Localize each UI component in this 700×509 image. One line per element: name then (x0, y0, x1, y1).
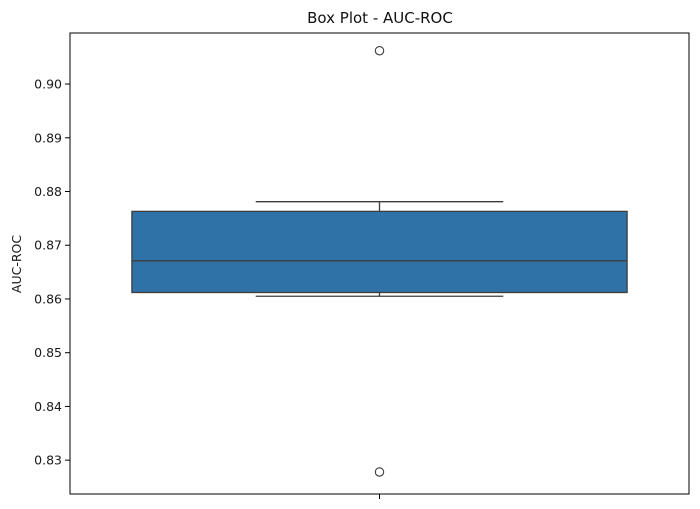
y-tick-label: 0.88 (34, 184, 62, 199)
y-tick-label: 0.90 (34, 77, 62, 92)
box-plot (131, 45, 628, 477)
outlier-point (374, 467, 385, 477)
y-tick-label: 0.87 (34, 238, 62, 253)
y-tick-label: 0.86 (34, 291, 62, 306)
plot-frame (69, 32, 690, 495)
y-tick-label: 0.89 (34, 130, 62, 145)
y-axis-label: AUC-ROC (9, 235, 24, 293)
y-tick-label: 0.84 (34, 399, 62, 414)
chart-title: Box Plot - AUC-ROC (307, 9, 453, 27)
iqr-box (131, 210, 628, 294)
outlier-point (374, 45, 385, 56)
y-tick-label: 0.83 (34, 453, 62, 468)
y-tick-label: 0.85 (34, 345, 62, 360)
y-axis-ticks: 0.83 0.84 0.85 0.86 0.87 0.88 0.89 0.90 (34, 77, 70, 468)
